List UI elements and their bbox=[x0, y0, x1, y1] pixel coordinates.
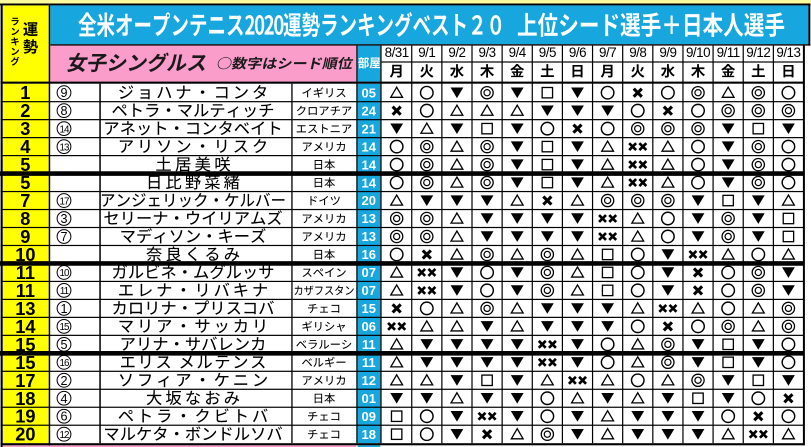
svg-text:15: 15 bbox=[15, 353, 35, 373]
svg-text:9/13: 9/13 bbox=[776, 45, 800, 60]
svg-text:07: 07 bbox=[362, 283, 376, 298]
svg-text:3: 3 bbox=[20, 119, 30, 139]
svg-text:9/12: 9/12 bbox=[746, 45, 770, 60]
svg-text:05: 05 bbox=[362, 85, 376, 100]
svg-text:19: 19 bbox=[15, 407, 35, 427]
svg-text:9/1: 9/1 bbox=[418, 45, 435, 60]
svg-text:9/5: 9/5 bbox=[539, 45, 556, 60]
svg-text:9/10: 9/10 bbox=[686, 45, 710, 60]
svg-text:2: 2 bbox=[60, 374, 67, 388]
svg-text:15: 15 bbox=[59, 322, 70, 333]
svg-text:20: 20 bbox=[362, 193, 376, 208]
svg-text:16: 16 bbox=[362, 247, 376, 262]
svg-text:6: 6 bbox=[60, 410, 67, 424]
svg-text:11: 11 bbox=[362, 355, 376, 370]
svg-text:2: 2 bbox=[20, 101, 30, 121]
svg-text:8: 8 bbox=[60, 104, 67, 118]
svg-text:18: 18 bbox=[362, 427, 376, 442]
svg-text:7: 7 bbox=[20, 191, 30, 211]
svg-text:3: 3 bbox=[60, 212, 67, 226]
svg-text:10: 10 bbox=[59, 268, 70, 279]
svg-text:17: 17 bbox=[15, 371, 35, 391]
svg-text:9: 9 bbox=[20, 227, 30, 247]
svg-text:9/6: 9/6 bbox=[569, 45, 586, 60]
svg-text:9/9: 9/9 bbox=[659, 45, 676, 60]
svg-text:9/4: 9/4 bbox=[509, 45, 527, 60]
svg-text:12: 12 bbox=[362, 373, 376, 388]
svg-text:1: 1 bbox=[60, 302, 67, 316]
svg-text:13: 13 bbox=[59, 142, 70, 153]
svg-text:9/3: 9/3 bbox=[479, 45, 496, 60]
svg-text:13: 13 bbox=[362, 211, 376, 226]
svg-text:13: 13 bbox=[15, 299, 35, 319]
svg-text:17: 17 bbox=[59, 196, 69, 207]
svg-text:9/11: 9/11 bbox=[717, 45, 740, 60]
svg-text:18: 18 bbox=[15, 389, 35, 409]
svg-text:16: 16 bbox=[59, 358, 70, 369]
svg-text:8/31: 8/31 bbox=[385, 45, 409, 60]
svg-text:20: 20 bbox=[15, 425, 35, 445]
svg-text:5: 5 bbox=[20, 155, 30, 175]
svg-text:14: 14 bbox=[15, 317, 36, 337]
svg-text:11: 11 bbox=[16, 281, 35, 301]
svg-text:9/2: 9/2 bbox=[448, 45, 465, 60]
svg-text:4: 4 bbox=[20, 137, 31, 157]
svg-text:10: 10 bbox=[15, 245, 35, 265]
svg-text:14: 14 bbox=[59, 124, 70, 135]
svg-text:11: 11 bbox=[16, 263, 35, 283]
svg-text:5: 5 bbox=[60, 338, 67, 352]
svg-text:15: 15 bbox=[362, 301, 376, 316]
svg-text:14: 14 bbox=[362, 157, 377, 172]
svg-text:9: 9 bbox=[60, 86, 67, 100]
svg-text:14: 14 bbox=[362, 175, 377, 190]
svg-text:15: 15 bbox=[15, 335, 35, 355]
svg-text:14: 14 bbox=[362, 139, 377, 154]
svg-text:8: 8 bbox=[20, 209, 30, 229]
svg-text:12: 12 bbox=[59, 430, 69, 441]
svg-text:07: 07 bbox=[362, 265, 376, 280]
svg-text:06: 06 bbox=[362, 319, 376, 334]
svg-text:1: 1 bbox=[20, 83, 30, 103]
svg-text:21: 21 bbox=[362, 121, 376, 136]
svg-text:01: 01 bbox=[362, 391, 376, 406]
svg-text:24: 24 bbox=[362, 103, 377, 118]
svg-text:13: 13 bbox=[362, 229, 376, 244]
svg-text:9/7: 9/7 bbox=[599, 45, 616, 60]
svg-text:4: 4 bbox=[60, 392, 67, 406]
svg-text:7: 7 bbox=[60, 230, 67, 244]
svg-text:09: 09 bbox=[362, 409, 376, 424]
svg-text:9/8: 9/8 bbox=[629, 45, 646, 60]
svg-text:11: 11 bbox=[60, 286, 69, 297]
svg-text:11: 11 bbox=[362, 337, 376, 352]
svg-text:5: 5 bbox=[20, 173, 30, 193]
